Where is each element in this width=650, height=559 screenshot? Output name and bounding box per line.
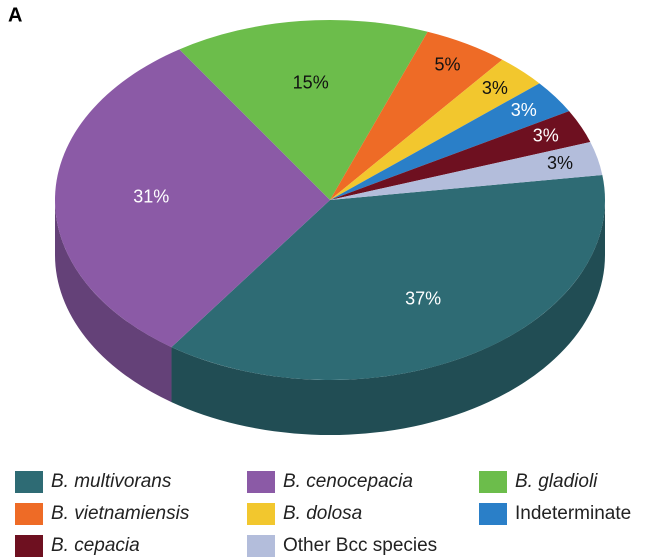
data-label: 37%	[405, 289, 441, 309]
legend-swatch	[247, 535, 275, 557]
legend-swatch	[479, 471, 507, 493]
legend-label: B. vietnamiensis	[51, 503, 190, 524]
legend-swatch	[15, 503, 43, 525]
legend-label: B. gladioli	[515, 471, 598, 492]
legend-label: Indeterminate	[515, 503, 631, 524]
legend-swatch	[15, 535, 43, 557]
legend-swatch	[247, 503, 275, 525]
data-label: 3%	[547, 153, 573, 173]
pie-slice	[54, 49, 330, 348]
panel-label: A	[8, 4, 22, 26]
data-label: 31%	[133, 187, 169, 207]
pie-slice	[179, 20, 428, 201]
data-label: 3%	[482, 78, 508, 98]
legend-label: B. cepacia	[51, 535, 140, 556]
legend-label: Other Bcc species	[283, 535, 437, 556]
pie-slice	[330, 59, 540, 201]
data-label: 15%	[293, 72, 329, 92]
pie-slice	[330, 111, 591, 200]
data-label: 5%	[435, 54, 461, 74]
pie-slice	[330, 141, 603, 200]
legend-swatch	[247, 471, 275, 493]
legend-swatch	[479, 503, 507, 525]
data-label: 3%	[511, 100, 537, 120]
legend-swatch	[15, 471, 43, 493]
pie-slice	[171, 174, 606, 381]
data-label: 3%	[533, 125, 559, 145]
pie-side	[171, 200, 605, 436]
legend-label: B. multivorans	[51, 471, 172, 492]
pie-side	[55, 200, 172, 403]
pie-slice	[330, 83, 570, 200]
legend-label: B. cenocepacia	[283, 471, 413, 492]
pie-slice	[330, 31, 503, 200]
legend-label: B. dolosa	[283, 503, 362, 524]
